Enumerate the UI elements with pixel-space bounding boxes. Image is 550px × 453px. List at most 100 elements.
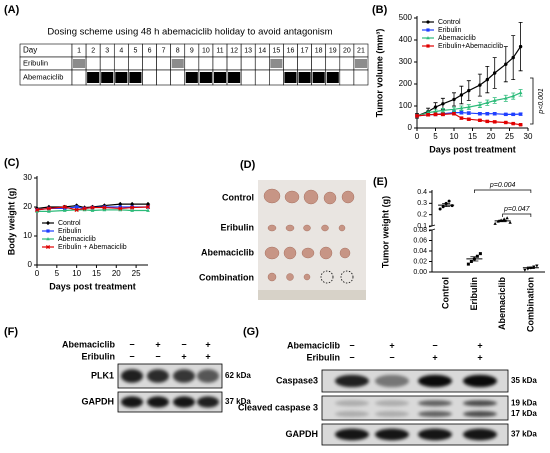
band — [463, 400, 497, 407]
data-point — [518, 112, 523, 116]
data-point — [459, 116, 464, 120]
day-number: 21 — [357, 47, 365, 54]
dose-cell — [354, 59, 367, 68]
band — [375, 411, 409, 417]
data-point — [130, 205, 135, 210]
series-line — [37, 209, 148, 212]
table-cell — [339, 56, 355, 71]
dose-cell — [129, 72, 142, 83]
day-number: 8 — [176, 47, 180, 54]
table-title: Dosing scheme using 48 h abemaciclib hol… — [47, 27, 332, 38]
x-tick-label: Abemaciclib — [497, 277, 507, 331]
day-number: 1 — [77, 47, 81, 54]
table-cell — [339, 69, 355, 86]
row-label: Control — [222, 192, 254, 202]
significance-bracket — [502, 213, 532, 217]
data-point — [475, 254, 479, 258]
axes — [36, 176, 148, 266]
size-label: 17 kDa — [511, 409, 537, 418]
data-point — [459, 93, 464, 97]
data-point — [485, 77, 489, 82]
data-point — [82, 206, 87, 211]
panel-label: (C) — [4, 157, 20, 169]
significance-bracket — [530, 77, 534, 125]
data-point — [511, 55, 515, 60]
x-tick-label: Eribulin — [469, 277, 479, 311]
row-label: Combination — [199, 272, 254, 282]
dose-cell — [228, 72, 241, 83]
data-point — [504, 112, 508, 117]
band — [173, 396, 195, 408]
data-point — [118, 207, 123, 212]
treatment-sign: + — [389, 340, 394, 350]
dose-cell — [101, 72, 114, 83]
dose-cell — [284, 72, 297, 83]
data-point — [145, 201, 151, 207]
data-point — [504, 62, 508, 66]
tumor — [319, 246, 333, 260]
empty-marker — [320, 270, 334, 284]
row-label: Eribulin — [221, 222, 255, 232]
data-point — [511, 112, 515, 117]
day-number: 18 — [315, 47, 323, 54]
data-point — [62, 208, 67, 212]
empty-marker — [340, 270, 354, 284]
y-tick-label: 300 — [399, 57, 413, 66]
data-point — [90, 208, 95, 212]
x-tick-label: 10 — [72, 269, 81, 278]
panel-label: (B) — [372, 4, 388, 16]
band — [197, 396, 219, 408]
significance-bracket — [474, 189, 532, 193]
treatment-label: Eribulin — [82, 351, 116, 361]
band — [121, 396, 143, 408]
data-point — [518, 44, 523, 49]
y-tick-label: 0 — [408, 123, 413, 132]
table-cell — [353, 69, 369, 86]
data-point — [467, 88, 471, 93]
data-point — [82, 207, 87, 212]
y-axis-label: Tumor volume (mm³) — [374, 29, 384, 118]
data-point — [145, 204, 151, 210]
table-cell — [71, 69, 87, 86]
x-tick-label: 5 — [55, 269, 60, 278]
band — [121, 369, 143, 383]
legend-label: Eribulin + Abemaciclib — [58, 244, 127, 251]
data-point — [46, 206, 52, 211]
data-point — [433, 105, 438, 109]
table-cell — [170, 69, 186, 86]
panel-label: (D) — [240, 159, 256, 171]
treatment-sign: + — [477, 340, 482, 350]
treatment-sign: + — [205, 351, 210, 361]
y-tick-label: 200 — [399, 79, 413, 88]
table-cell — [297, 56, 312, 71]
x-tick-label: 0 — [415, 132, 420, 141]
series-line — [36, 203, 148, 210]
data-point — [492, 98, 497, 102]
dose-cell — [115, 72, 128, 83]
x-tick-label: 20 — [112, 269, 121, 278]
day-number: 7 — [162, 47, 166, 54]
band — [197, 369, 219, 383]
x-tick-label: Combination — [525, 277, 535, 332]
dose-cell — [213, 72, 227, 83]
day-number: 11 — [216, 47, 223, 54]
data-point — [90, 205, 95, 210]
treatment-label: Abemaciclib — [62, 339, 116, 349]
x-tick-label: 15 — [468, 132, 477, 141]
band — [335, 400, 369, 407]
legend-label: Abemaciclib — [58, 236, 96, 243]
day-number: 12 — [230, 47, 238, 54]
protein-label: PLK1 — [91, 370, 114, 380]
data-point — [452, 112, 456, 116]
legend-marker — [426, 36, 430, 40]
data-point — [503, 96, 508, 100]
panel-label: (A) — [4, 4, 20, 16]
legend-marker — [45, 220, 51, 226]
tumor — [301, 247, 315, 259]
y-tick-label: 0.04 — [413, 248, 427, 255]
data-point — [74, 205, 79, 209]
data-point — [493, 221, 497, 225]
day-number: 20 — [343, 47, 351, 54]
row-name: Eribulin — [23, 58, 48, 67]
tumor — [303, 224, 311, 232]
